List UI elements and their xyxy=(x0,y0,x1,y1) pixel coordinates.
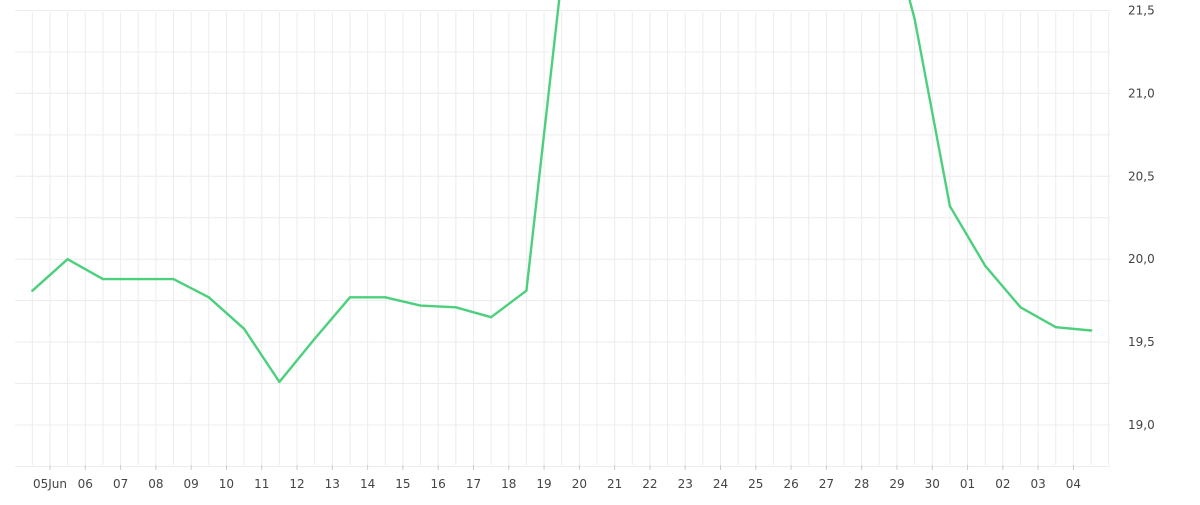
data-point xyxy=(172,277,175,281)
x-tick-label: 11 xyxy=(254,477,269,491)
data-point xyxy=(525,289,528,292)
data-point xyxy=(1019,306,1022,309)
x-tick-label: 29 xyxy=(889,477,904,491)
x-tick-label: 09 xyxy=(184,477,199,491)
axes: 19,019,520,020,521,021,522,022,523,023,5… xyxy=(33,4,1155,492)
x-tick-label: 23 xyxy=(678,477,693,491)
x-tick-label: 24 xyxy=(713,477,728,491)
x-tick-label: 07 xyxy=(113,477,128,491)
x-tick-label: 25 xyxy=(748,477,763,491)
data-point xyxy=(984,264,987,267)
y-tick-label: 20,0 xyxy=(1128,252,1155,266)
x-tick-label: 28 xyxy=(854,477,869,491)
x-tick-label: 02 xyxy=(995,477,1010,491)
data-point xyxy=(948,204,952,208)
data-point xyxy=(1054,326,1058,329)
x-tick-label: 01 xyxy=(960,477,975,491)
data-point xyxy=(242,327,246,330)
data-point xyxy=(913,17,916,20)
x-tick-label: 08 xyxy=(148,477,163,491)
data-point xyxy=(31,289,34,292)
x-tick-label: 27 xyxy=(819,477,834,491)
data-point xyxy=(313,337,316,340)
x-tick-label: 22 xyxy=(642,477,657,491)
x-tick-label: 13 xyxy=(325,477,340,491)
x-tick-label: 12 xyxy=(289,477,304,491)
y-tick-label: 19,0 xyxy=(1128,418,1155,432)
x-tick-label: 19 xyxy=(536,477,551,491)
data-point xyxy=(1089,329,1093,332)
x-tick-label: 10 xyxy=(219,477,234,491)
data-point xyxy=(207,296,210,299)
data-point xyxy=(101,277,105,281)
x-tick-label: 03 xyxy=(1030,477,1045,491)
data-point xyxy=(137,277,140,281)
x-tick-label: 15 xyxy=(395,477,410,491)
x-tick-label: 06 xyxy=(78,477,93,491)
data-point xyxy=(454,306,457,309)
x-tick-label: 26 xyxy=(783,477,798,491)
y-tick-label: 19,5 xyxy=(1128,335,1155,349)
data-point xyxy=(66,258,69,261)
x-tick-label: 18 xyxy=(501,477,516,491)
x-tick-label: 04 xyxy=(1066,477,1081,491)
x-tick-label: 05Jun xyxy=(33,477,67,491)
y-tick-label: 21,5 xyxy=(1128,4,1155,18)
x-tick-label: 30 xyxy=(925,477,940,491)
x-tick-label: 20 xyxy=(572,477,587,491)
y-tick-label: 20,5 xyxy=(1128,169,1155,183)
x-tick-label: 17 xyxy=(466,477,481,491)
grid xyxy=(15,10,1110,467)
y-tick-label: 21,0 xyxy=(1128,86,1155,100)
series-area xyxy=(31,0,1093,384)
data-point xyxy=(384,296,387,299)
x-tick-label: 21 xyxy=(607,477,622,491)
data-point xyxy=(489,316,493,319)
x-tick-label: 14 xyxy=(360,477,375,491)
data-point xyxy=(419,304,422,307)
x-tick-label: 16 xyxy=(431,477,446,491)
data-point xyxy=(278,380,281,384)
data-point xyxy=(348,296,352,299)
